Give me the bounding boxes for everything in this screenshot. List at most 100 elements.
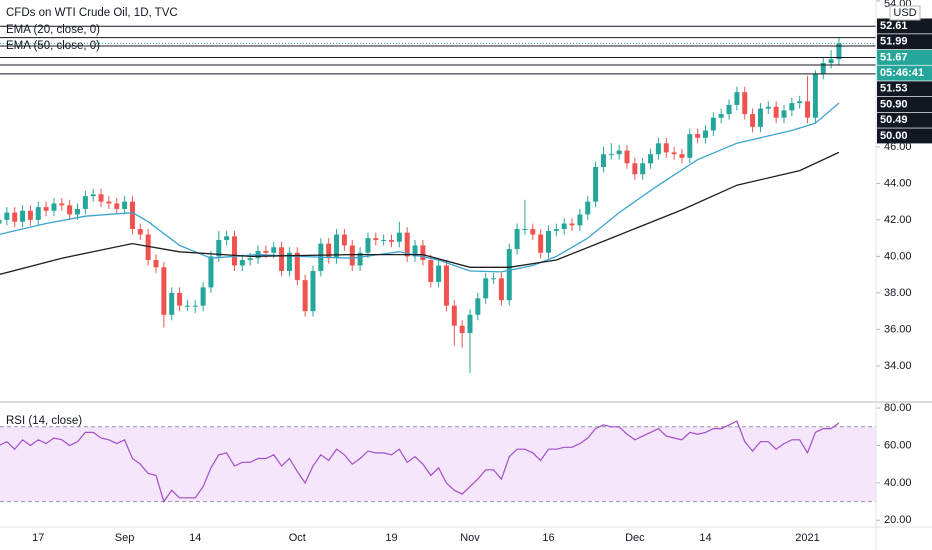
candle-body xyxy=(773,106,779,118)
rsi-band xyxy=(0,426,876,502)
candle-body xyxy=(106,201,112,204)
candle-body xyxy=(286,252,292,271)
candle-body xyxy=(349,245,355,266)
candle-body xyxy=(710,117,716,131)
candle-body xyxy=(216,239,222,257)
candle-body xyxy=(114,203,120,209)
candle-body xyxy=(82,196,88,209)
y-tick-label: 34.00 xyxy=(884,360,912,372)
candle-body xyxy=(632,163,638,175)
rsi-legend: RSI (14, close) xyxy=(6,415,82,427)
x-tick-label: 2021 xyxy=(795,532,819,544)
x-tick-label: 19 xyxy=(385,532,397,544)
candle-body xyxy=(812,73,818,118)
y-tick-label: 44.00 xyxy=(884,177,912,189)
candle-body xyxy=(35,207,41,220)
countdown-label: 05:46:41 xyxy=(880,67,924,79)
candle-body xyxy=(75,208,80,215)
candle-body xyxy=(530,229,536,235)
candle-body xyxy=(420,245,426,261)
candle-body xyxy=(734,92,740,105)
candle-body xyxy=(192,305,198,307)
candle-body xyxy=(279,247,285,271)
candle-body xyxy=(224,236,230,240)
candle-body xyxy=(600,154,606,167)
countdown-label-box xyxy=(877,65,932,81)
candle-body xyxy=(145,234,151,261)
level-label: 51.53 xyxy=(880,83,908,95)
x-tick-label: 17 xyxy=(32,532,44,544)
level-label-box xyxy=(877,112,932,128)
candle-body xyxy=(475,298,481,315)
candle-body xyxy=(608,154,614,156)
candle-body xyxy=(522,229,528,231)
y-tick-label: 40.00 xyxy=(884,250,912,262)
candle-body xyxy=(443,265,449,306)
candle-body xyxy=(640,163,646,175)
y-tick-label: 42.00 xyxy=(884,214,912,226)
x-tick-label: Nov xyxy=(460,532,480,544)
chart-title: CFDs on WTI Crude Oil, 1D, TVC xyxy=(6,7,178,19)
rsi-tick-label: 40.00 xyxy=(884,477,912,489)
candle-body xyxy=(184,305,190,307)
candle-body xyxy=(553,229,559,231)
candle-body xyxy=(412,245,418,257)
candle-body xyxy=(341,234,347,246)
candle-body xyxy=(820,62,826,74)
level-label-box xyxy=(877,128,932,144)
candle-body xyxy=(538,234,544,253)
rsi-line xyxy=(0,420,840,503)
candle-body xyxy=(302,280,308,312)
candle-body xyxy=(459,325,465,334)
level-label-box xyxy=(877,97,932,112)
candle-body xyxy=(169,292,175,315)
candle-body xyxy=(59,203,65,206)
candle-body xyxy=(569,223,575,226)
candle-body xyxy=(491,278,497,280)
currency-label: USD xyxy=(893,7,916,19)
level-label: 51.99 xyxy=(880,36,908,48)
candle-body xyxy=(247,258,253,261)
candle-body xyxy=(200,287,206,306)
candle-body xyxy=(703,130,708,138)
candle-body xyxy=(750,114,756,127)
candle-body xyxy=(326,243,332,259)
candle-body xyxy=(836,43,842,60)
candle-body xyxy=(12,212,18,222)
candle-body xyxy=(695,134,701,138)
candle-body xyxy=(208,256,214,288)
candle-body xyxy=(671,152,677,155)
candle-body xyxy=(789,103,795,111)
candle-body xyxy=(43,207,49,211)
level-label: 50.00 xyxy=(880,130,908,142)
candle-body xyxy=(742,92,748,115)
candle-body xyxy=(239,260,245,266)
rsi-tick-label: 20.00 xyxy=(884,514,912,526)
candle-body xyxy=(404,232,410,257)
candle-body xyxy=(624,150,630,164)
candle-body xyxy=(467,314,473,334)
candle-body xyxy=(726,104,732,115)
candle-body xyxy=(232,236,237,266)
level-label-box xyxy=(877,34,932,50)
candle-body xyxy=(27,210,33,220)
candle-body xyxy=(263,250,269,253)
level-label-box xyxy=(877,18,932,34)
candle-body xyxy=(514,229,520,250)
candle-body xyxy=(67,205,73,215)
ema20-legend: EMA (20, close, 0) xyxy=(6,24,100,36)
level-label-box xyxy=(877,81,932,97)
current-price-label: 51.67 xyxy=(880,51,908,63)
level-label: 52.61 xyxy=(880,20,908,32)
candle-body xyxy=(663,143,669,153)
candle-body xyxy=(765,106,771,109)
candle-body xyxy=(436,265,442,282)
level-label: 50.90 xyxy=(880,98,908,110)
x-tick-label: 14 xyxy=(189,532,201,544)
candle-body xyxy=(687,134,693,158)
candle-body xyxy=(805,101,811,118)
candle-body xyxy=(648,154,654,164)
candle-body xyxy=(498,278,504,301)
candle-body xyxy=(428,260,434,282)
